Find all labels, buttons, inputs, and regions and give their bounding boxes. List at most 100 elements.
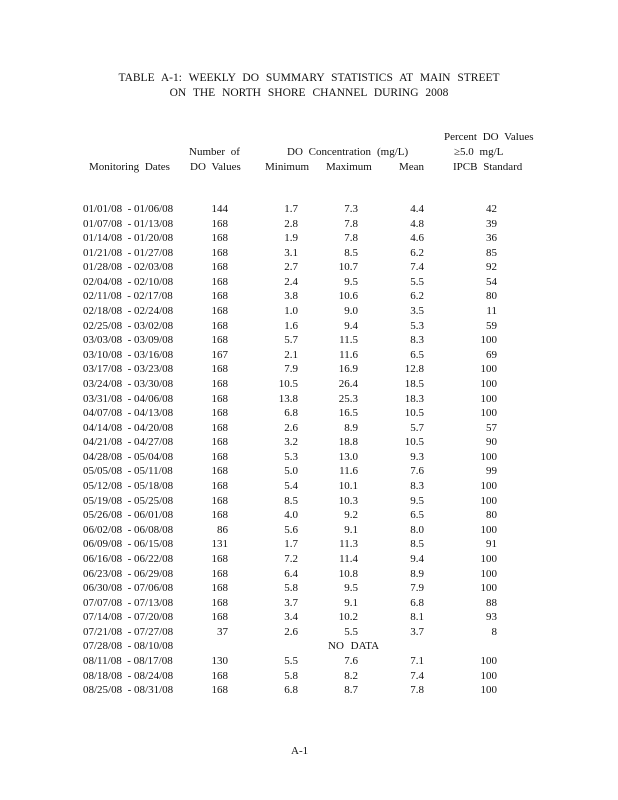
row-count: 168 [211,334,229,347]
row-count: 168 [211,567,229,580]
row-minimum: 2.6 [284,421,298,434]
row-percent: 100 [480,480,498,493]
row-minimum: 6.8 [284,684,298,697]
row-percent: 8 [491,625,498,638]
row-count: 168 [211,450,229,463]
row-dates: 01/28/08 - 02/03/08 [83,261,174,274]
row-percent: 88 [486,596,497,609]
row-mean: 9.4 [410,552,424,565]
row-minimum: 13.8 [278,392,298,405]
row-maximum: 16.9 [338,363,358,376]
row-count: 168 [211,305,229,318]
row-percent: 93 [486,611,497,624]
row-dates: 04/21/08 - 04/27/08 [83,436,174,449]
row-maximum: 10.8 [338,567,358,580]
row-minimum: 6.4 [284,567,298,580]
row-mean: 8.1 [410,611,424,624]
row-maximum: 8.7 [344,684,358,697]
row-count: 144 [211,203,229,215]
row-mean: 4.4 [410,203,424,215]
row-mean: 8.5 [410,538,424,551]
row-percent: 91 [486,538,497,551]
row-maximum: 7.8 [344,217,358,230]
row-dates: 06/16/08 - 06/22/08 [83,552,174,565]
row-dates: 04/14/08 - 04/20/08 [83,421,174,434]
header-maximum: Maximum [326,161,372,173]
row-percent: 85 [486,246,497,259]
row-maximum: 8.5 [344,246,358,259]
row-count: 37 [217,625,228,638]
row-minimum: 2.4 [284,275,298,288]
row-dates: 06/30/08 - 07/06/08 [83,582,174,595]
row-minimum: 5.5 [284,654,298,667]
row-count: 168 [211,217,229,230]
row-dates: 05/12/08 - 05/18/08 [83,480,174,493]
header-percent-line1: Percent DO Values [444,131,534,143]
row-minimum: 4.0 [284,509,298,522]
row-maximum: 25.3 [338,392,358,405]
table-title-line1: TABLE A-1: WEEKLY DO SUMMARY STATISTICS … [118,72,500,84]
row-maximum: 9.5 [344,275,358,288]
row-mean: 8.9 [410,567,424,580]
row-minimum: 2.8 [284,217,298,230]
row-dates: 02/04/08 - 02/10/08 [83,275,174,288]
row-mean: 6.8 [410,596,424,609]
row-mean: 18.3 [404,392,424,405]
row-minimum: 1.7 [284,203,298,215]
row-percent: 100 [480,450,498,463]
row-minimum: 5.7 [284,334,298,347]
row-minimum: 5.0 [284,465,298,478]
row-count: 86 [217,523,228,536]
row-percent: 100 [480,654,498,667]
row-minimum: 5.4 [284,480,298,493]
row-maximum: 7.8 [344,232,358,245]
row-count: 167 [211,348,229,361]
row-dates: 07/21/08 - 07/27/08 [83,625,174,638]
row-percent: 100 [480,494,498,507]
row-maximum: 8.2 [344,669,358,682]
row-dates: 07/07/08 - 07/13/08 [83,596,174,609]
row-minimum: 5.8 [284,582,298,595]
row-dates: 01/14/08 - 01/20/08 [83,232,174,245]
row-mean: 6.2 [410,290,424,303]
row-count: 130 [211,654,229,667]
row-dates: 06/02/08 - 06/08/08 [83,523,174,536]
row-minimum: 1.7 [284,538,298,551]
row-count: 168 [211,421,229,434]
row-maximum: 11.6 [339,465,358,478]
row-dates: 03/17/08 - 03/23/08 [83,363,174,376]
header-unit: (mg/L) [377,146,409,158]
row-count: 168 [211,582,229,595]
row-count: 168 [211,275,229,288]
header-count-line2: DO Values [190,161,241,173]
row-mean: 3.5 [410,305,424,318]
row-maximum: 18.8 [338,436,358,449]
row-dates: 02/11/08 - 02/17/08 [83,290,173,303]
row-count: 168 [211,509,229,522]
row-percent: 59 [486,319,497,332]
row-mean: 10.5 [404,436,424,449]
header-count-line1: Number of [189,146,240,158]
row-percent: 57 [486,421,497,434]
row-maximum: 10.7 [338,261,358,274]
row-mean: 6.5 [410,509,424,522]
header-minimum: Minimum [265,161,310,173]
row-mean: 5.5 [410,275,424,288]
row-maximum: 9.5 [344,582,358,595]
row-dates: 05/26/08 - 06/01/08 [83,509,174,522]
row-minimum: 10.5 [278,377,298,390]
row-minimum: 3.8 [284,290,298,303]
row-dates: 04/07/08 - 04/13/08 [83,407,174,420]
row-mean: 12.8 [404,363,424,376]
row-count: 168 [211,480,229,493]
row-percent: 100 [480,523,498,536]
row-count: 168 [211,436,229,449]
row-dates: 08/11/08 - 08/17/08 [83,654,173,667]
row-mean: 7.8 [410,684,424,697]
row-mean: 10.5 [404,407,424,420]
row-maximum: 7.6 [344,654,358,667]
row-count: 168 [211,261,229,274]
row-mean: 6.2 [410,246,424,259]
row-minimum: 5.6 [284,523,298,536]
row-minimum: 1.9 [284,232,298,245]
